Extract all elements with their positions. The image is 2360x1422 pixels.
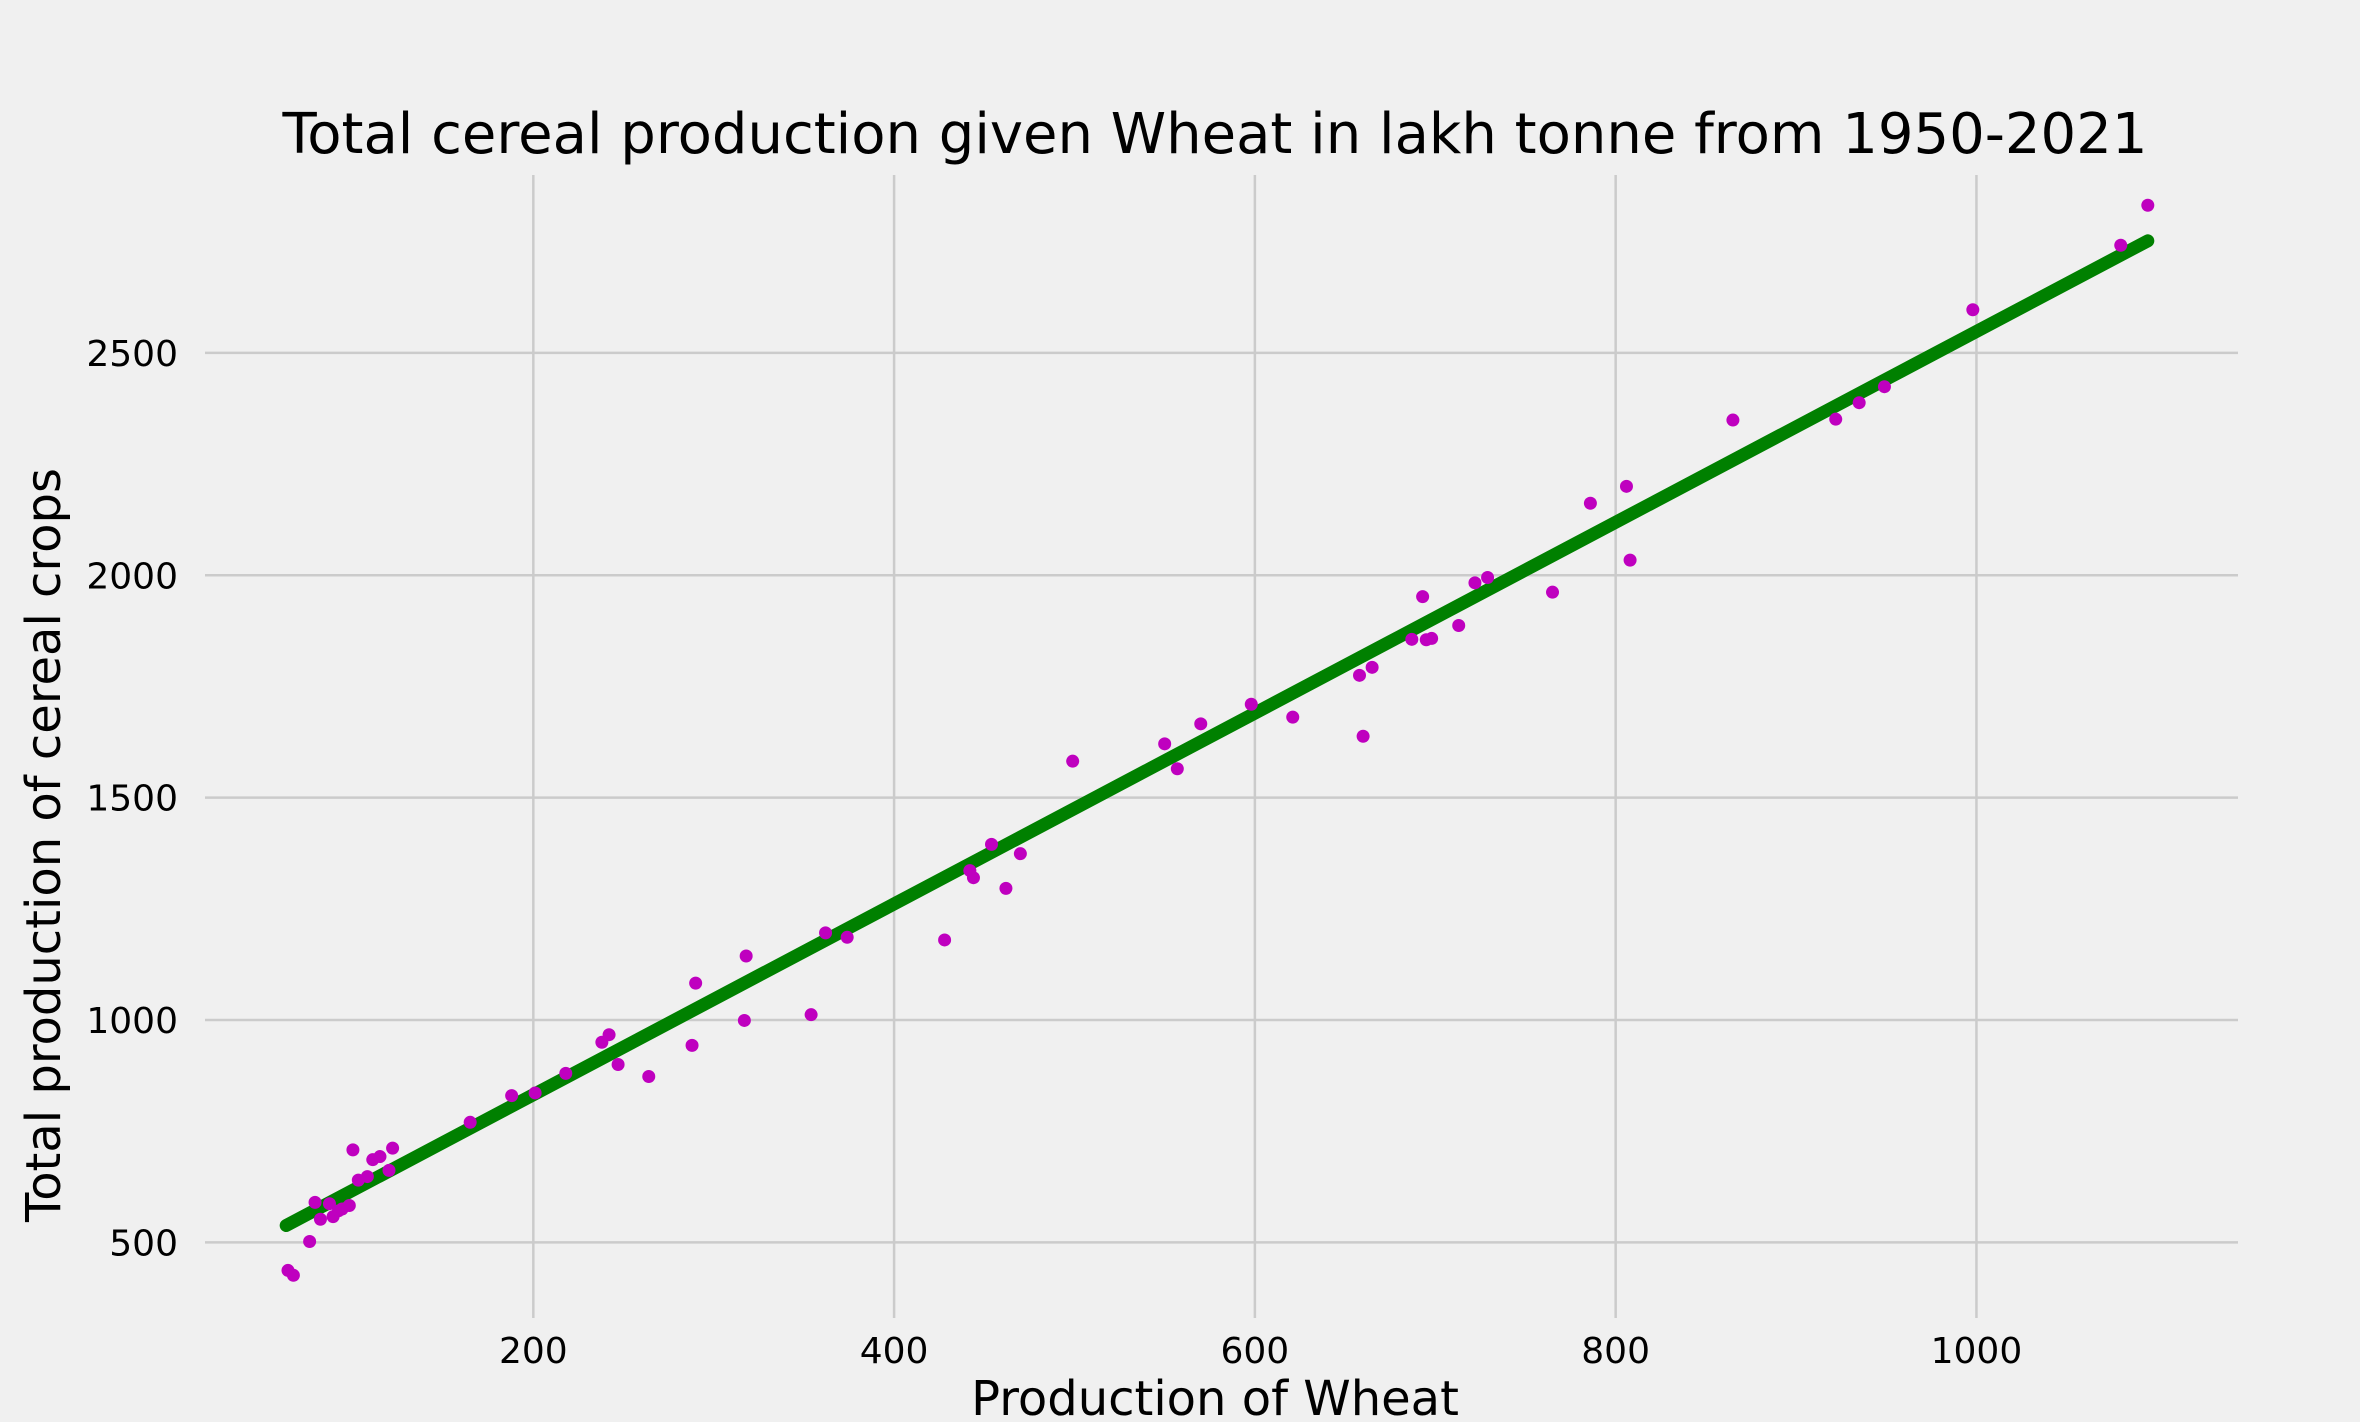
data-point	[308, 1195, 322, 1209]
data-point	[602, 1028, 616, 1042]
data-point	[386, 1141, 400, 1155]
data-point	[938, 933, 952, 947]
data-point	[1852, 396, 1866, 410]
data-point	[360, 1170, 374, 1184]
x-tick-label: 200	[499, 1331, 568, 1372]
data-point	[642, 1070, 656, 1084]
y-tick-label: 1500	[86, 779, 178, 820]
data-point	[286, 1268, 300, 1282]
x-axis-label: Production of Wheat	[971, 1371, 1459, 1422]
data-point	[1425, 631, 1439, 645]
data-point	[322, 1197, 336, 1211]
data-point	[1244, 697, 1258, 711]
data-point	[739, 949, 753, 963]
chart-title: Total cereal production given Wheat in l…	[282, 102, 2148, 167]
x-tick-label: 400	[860, 1331, 929, 1372]
data-point	[2114, 238, 2128, 252]
data-point	[1013, 847, 1027, 861]
data-point	[737, 1013, 751, 1027]
data-point	[346, 1143, 360, 1157]
y-tick-label: 500	[109, 1223, 178, 1264]
data-point	[505, 1089, 519, 1103]
x-tick-label: 600	[1221, 1331, 1290, 1372]
fit-line-group	[279, 234, 2155, 1232]
data-point	[1546, 585, 1560, 599]
data-point	[1352, 668, 1366, 682]
data-point	[528, 1086, 542, 1100]
y-tick-labels: 500 1000 1500 2000 2500	[86, 334, 178, 1264]
y-tick-label: 2500	[86, 334, 178, 375]
grid	[205, 175, 2238, 1318]
data-point	[689, 976, 703, 990]
data-point	[313, 1212, 327, 1226]
y-tick-label: 1000	[86, 1001, 178, 1042]
x-tick-labels: 200 400 600 800 1000	[499, 1331, 2022, 1372]
data-point	[1170, 762, 1184, 776]
data-point	[373, 1150, 387, 1164]
data-point	[1416, 590, 1430, 604]
points-group	[281, 198, 2155, 1282]
data-point	[303, 1235, 317, 1249]
data-point	[1583, 496, 1597, 510]
fit-line	[279, 234, 2155, 1232]
data-point	[1966, 303, 1980, 317]
data-point	[840, 930, 854, 944]
data-point	[1481, 570, 1495, 584]
data-point	[1468, 576, 1482, 590]
data-point	[463, 1115, 477, 1129]
data-point	[804, 1008, 818, 1022]
data-point	[382, 1163, 396, 1177]
data-point	[1829, 412, 1843, 426]
data-point	[1194, 717, 1208, 731]
data-point	[1356, 729, 1370, 743]
x-tick-label: 1000	[1931, 1331, 2023, 1372]
data-point	[819, 926, 833, 940]
data-point	[2141, 198, 2155, 212]
x-tick-label: 800	[1581, 1331, 1650, 1372]
data-point	[1623, 553, 1637, 567]
data-point	[985, 837, 999, 851]
data-point	[1365, 660, 1379, 674]
data-point	[1066, 754, 1080, 768]
data-point	[999, 881, 1013, 895]
data-point	[1158, 737, 1172, 751]
data-point	[342, 1198, 356, 1212]
data-point	[966, 871, 980, 885]
data-point	[611, 1057, 625, 1071]
y-tick-label: 2000	[86, 556, 178, 597]
data-point	[1452, 619, 1466, 633]
data-point	[1619, 479, 1633, 493]
data-point	[1286, 710, 1300, 724]
data-point	[1405, 632, 1419, 646]
y-axis-label: Total production of cereal crops	[16, 468, 72, 1223]
data-point	[559, 1066, 573, 1080]
data-point	[685, 1038, 699, 1052]
data-point	[1877, 380, 1891, 394]
data-point	[1726, 413, 1740, 427]
